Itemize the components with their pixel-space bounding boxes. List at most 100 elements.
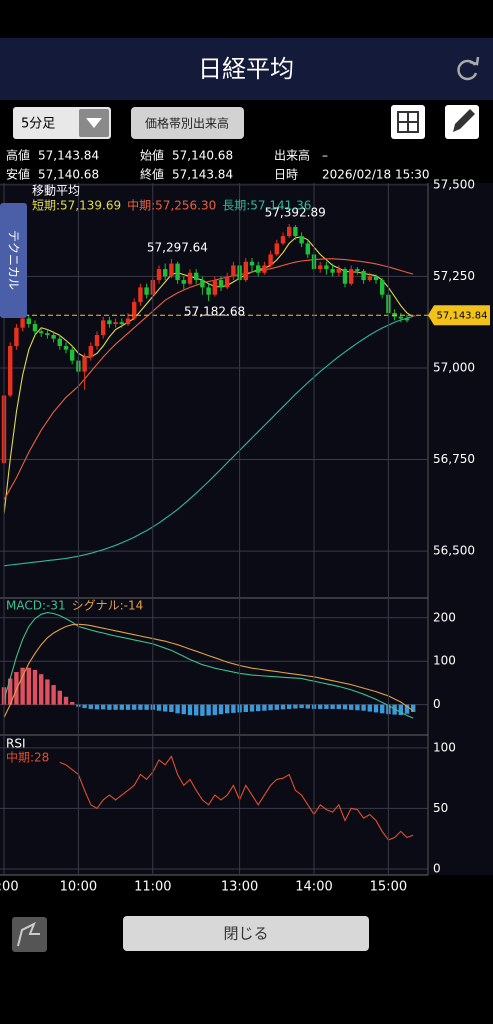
close-button[interactable]: 閉じる — [123, 916, 369, 951]
refresh-icon[interactable] — [457, 56, 480, 81]
histogram-bar — [398, 704, 403, 716]
candle-body — [367, 276, 372, 281]
y-tick-label: 56,750 — [433, 452, 475, 466]
candle-body — [88, 345, 93, 357]
histogram-bar — [280, 704, 286, 710]
candle-body — [51, 335, 56, 339]
chart-background — [0, 183, 493, 875]
histogram-bar — [324, 704, 329, 709]
candle-body — [163, 269, 168, 277]
candle-body — [218, 280, 224, 288]
indicator-line — [3, 315, 414, 567]
histogram-bar — [156, 704, 162, 711]
histogram-bar — [336, 704, 341, 709]
histogram-bar — [163, 704, 168, 712]
candle-body — [132, 302, 137, 319]
side-tab-box[interactable] — [0, 203, 27, 318]
candle-body — [45, 333, 50, 336]
candle-body — [336, 269, 341, 273]
info-label: 終値 — [140, 167, 164, 182]
candle-body — [330, 269, 335, 273]
histogram-bar — [63, 696, 69, 705]
histogram-bar — [144, 704, 149, 710]
y-tick-label: 0 — [433, 861, 441, 875]
x-tick-label: 11:00 — [134, 880, 171, 895]
candle-body — [57, 338, 62, 346]
histogram-bar — [8, 678, 13, 705]
candle-body — [293, 226, 298, 237]
candle-body — [262, 265, 267, 273]
pencil-icon[interactable] — [453, 109, 475, 132]
candle-body — [101, 320, 106, 336]
last-price-label: 57,143.84 — [437, 310, 488, 321]
candle-body — [318, 265, 323, 270]
last-price-tag — [428, 305, 490, 326]
candle-body — [324, 265, 329, 270]
info-value: 57,143.84 — [172, 168, 233, 182]
layout-icon[interactable] — [397, 111, 419, 133]
indicator-line — [3, 612, 414, 719]
candle-body — [212, 280, 217, 295]
x-tick-label: 13:00 — [221, 880, 258, 895]
indicator-line — [59, 755, 414, 841]
info-value: 57,140.68 — [172, 149, 233, 163]
refresh-arc[interactable] — [457, 59, 478, 81]
legend-entry: 中期:28 — [6, 750, 49, 765]
candle-body — [225, 276, 230, 288]
histogram-bar — [349, 704, 354, 710]
histogram-bar — [82, 704, 87, 709]
histogram-bar — [113, 704, 118, 710]
histogram-bar — [293, 704, 298, 709]
header-title: 日経平均 — [198, 55, 294, 83]
info-label: 出来高 — [274, 148, 310, 163]
dropdown-text[interactable]: 5分足 — [21, 117, 55, 132]
close-button-box[interactable] — [123, 916, 369, 951]
y-tick-label: 57,250 — [433, 269, 475, 283]
candle-body — [349, 269, 354, 284]
candle-body — [113, 322, 118, 325]
volume-button-box[interactable] — [131, 107, 244, 139]
side-tab[interactable]: テクニカル — [0, 203, 27, 318]
candle-body — [138, 287, 143, 303]
candle-body — [206, 287, 211, 295]
histogram-bar — [101, 704, 106, 710]
back-icon-arrow[interactable] — [17, 921, 40, 947]
candle-body — [181, 280, 186, 284]
histogram-bar — [367, 704, 372, 712]
layout-button[interactable] — [391, 105, 425, 139]
volume-button[interactable]: 価格帯別出来高 — [131, 107, 244, 139]
dropdown-arrow[interactable] — [86, 118, 102, 128]
close-button-text[interactable]: 閉じる — [223, 925, 268, 943]
info-value: 57,140.68 — [38, 168, 99, 182]
refresh-arrow[interactable] — [469, 56, 480, 66]
legend-entry: シグナル:-14 — [72, 599, 144, 613]
info-value: 2026/02/18 15:30 — [322, 168, 430, 182]
candle-body — [268, 254, 273, 266]
histogram-bar — [361, 704, 366, 711]
histogram-bar — [256, 704, 261, 712]
histogram-bar — [132, 704, 137, 710]
volume-button-text[interactable]: 価格帯別出来高 — [145, 116, 229, 131]
draw-button[interactable] — [445, 105, 479, 139]
candle-body — [200, 280, 205, 288]
back-icon[interactable] — [12, 917, 47, 952]
histogram-bar — [88, 704, 93, 709]
indicator-line — [3, 623, 414, 718]
legend-title: 移動平均 — [32, 184, 80, 198]
candle-body — [287, 226, 292, 237]
candle-body — [169, 263, 174, 277]
info-panel: 高値 57,143.84 始値 57,140.68 出来高 – 安値 57,14… — [6, 148, 430, 182]
y-tick-label: 50 — [433, 801, 448, 815]
interval-dropdown[interactable]: 5分足 — [13, 107, 111, 139]
histogram-bar — [175, 704, 180, 714]
side-tab-text[interactable]: テクニカル — [7, 230, 21, 290]
candle-body — [404, 318, 410, 321]
candle-body — [299, 236, 304, 244]
histogram-bar — [225, 704, 230, 714]
histogram-bar — [318, 704, 323, 709]
histogram-bar — [51, 685, 56, 705]
histogram-bar — [187, 704, 193, 716]
candle-body — [144, 287, 149, 295]
